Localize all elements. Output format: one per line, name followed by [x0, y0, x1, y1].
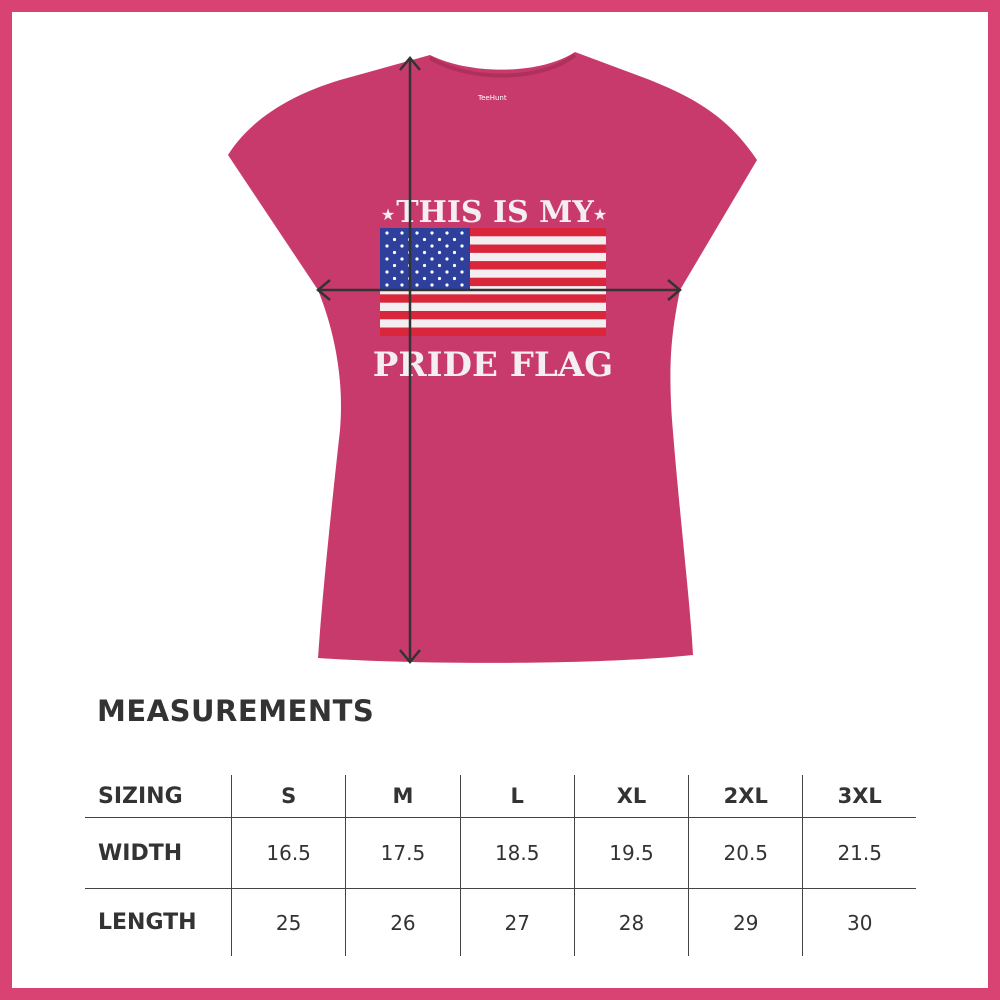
- flag-stripe: [380, 311, 606, 320]
- flag-star: [392, 237, 397, 242]
- flag-stripe: [380, 228, 606, 237]
- flag-stripe: [380, 269, 606, 278]
- flag-star: [437, 237, 442, 242]
- header-cell: M: [345, 775, 461, 818]
- flag-star: [385, 257, 389, 261]
- flag-star: [452, 263, 457, 268]
- flag-star: [460, 257, 464, 261]
- flag-star: [460, 244, 464, 248]
- header-cell: SIZING: [98, 783, 183, 809]
- tshirt-image: TeeHunt THIS IS MY ★ ★ PRIDE FLAG: [228, 52, 757, 664]
- flag-stripe: [380, 294, 606, 303]
- flag-star: [452, 276, 457, 281]
- header-cell: XL: [573, 775, 689, 818]
- neckline: [428, 53, 577, 78]
- header-cell: L: [459, 775, 575, 818]
- size-chart-table: SIZING S M L XL 2XL 3XL WIDTH 16.5 17.5 …: [85, 775, 916, 956]
- measurements-title: MEASUREMENTS: [97, 694, 375, 728]
- flag-star: [445, 257, 449, 261]
- table-cell: 30: [802, 888, 916, 956]
- flag-star: [422, 250, 427, 255]
- star-right-icon: ★: [593, 205, 607, 224]
- flag-star: [415, 231, 419, 235]
- star-left-icon: ★: [381, 205, 395, 224]
- flag-star: [430, 283, 434, 287]
- flag-star: [460, 231, 464, 235]
- flag-star: [430, 244, 434, 248]
- flag-star: [385, 283, 389, 287]
- table-header-row: SIZING S M L XL 2XL 3XL: [85, 775, 916, 818]
- flag-star: [452, 237, 457, 242]
- flag-star: [430, 231, 434, 235]
- flag-star: [392, 276, 397, 281]
- width-arrow: [316, 279, 682, 301]
- table-cell: 28: [573, 888, 689, 956]
- table-cell: 20.5: [688, 817, 803, 889]
- flag-star: [392, 263, 397, 268]
- flag-star: [445, 270, 449, 274]
- print-text-bottom: PRIDE FLAG: [373, 345, 613, 385]
- table-cell: 16.5: [230, 817, 346, 889]
- table-cell: 21.5: [802, 817, 916, 889]
- flag-star: [415, 257, 419, 261]
- flag-stripe: [380, 236, 606, 245]
- table-row-width: WIDTH 16.5 17.5 18.5 19.5 20.5 21.5: [85, 817, 916, 889]
- flag-star: [400, 283, 404, 287]
- flag-star: [392, 250, 397, 255]
- flag-star: [452, 250, 457, 255]
- flag-star: [415, 283, 419, 287]
- flag-graphic: [380, 228, 606, 336]
- flag-star: [445, 283, 449, 287]
- flag-star: [415, 270, 419, 274]
- length-arrow: [399, 56, 421, 664]
- flag-star: [445, 244, 449, 248]
- flag-star: [430, 257, 434, 261]
- neck-label: TeeHunt: [477, 94, 507, 102]
- flag-stripe: [380, 252, 606, 262]
- row-label: LENGTH: [98, 910, 197, 935]
- flag-star: [460, 283, 464, 287]
- flag-stripe: [380, 302, 606, 311]
- flag-star: [400, 270, 404, 274]
- table-cell: 27: [459, 888, 575, 956]
- table-cell: 29: [688, 888, 803, 956]
- flag-star: [437, 263, 442, 268]
- flag-star: [422, 237, 427, 242]
- flag-star: [400, 257, 404, 261]
- flag-star: [445, 231, 449, 235]
- table-cell: 25: [230, 888, 346, 956]
- tshirt-body: [228, 52, 757, 663]
- table-cell: 26: [345, 888, 461, 956]
- flag-star: [385, 231, 389, 235]
- flag-stripe: [380, 327, 606, 336]
- flag-star: [422, 276, 427, 281]
- print-text-top: THIS IS MY: [396, 195, 594, 230]
- flag-stripe: [380, 261, 606, 270]
- flag-star: [400, 244, 404, 248]
- table-cell: 17.5: [345, 817, 461, 889]
- flag-stripe: [380, 319, 606, 328]
- flag-stripe: [380, 277, 606, 287]
- flag-star: [385, 244, 389, 248]
- flag-star: [460, 270, 464, 274]
- flag-stripe: [380, 244, 606, 253]
- table-row-length: LENGTH 25 26 27 28 29 30: [85, 888, 916, 956]
- table-cell: 18.5: [459, 817, 575, 889]
- row-label: WIDTH: [98, 840, 183, 866]
- flag-star: [415, 244, 419, 248]
- header-cell: 2XL: [688, 775, 803, 818]
- flag-star: [400, 231, 404, 235]
- table-cell: 19.5: [573, 817, 689, 889]
- header-cell: 3XL: [802, 775, 916, 818]
- flag-star: [430, 270, 434, 274]
- flag-star: [437, 276, 442, 281]
- flag-star: [437, 250, 442, 255]
- header-cell: S: [230, 775, 346, 818]
- flag-canton: [380, 228, 470, 290]
- flag-star: [422, 263, 427, 268]
- flag-star: [385, 270, 389, 274]
